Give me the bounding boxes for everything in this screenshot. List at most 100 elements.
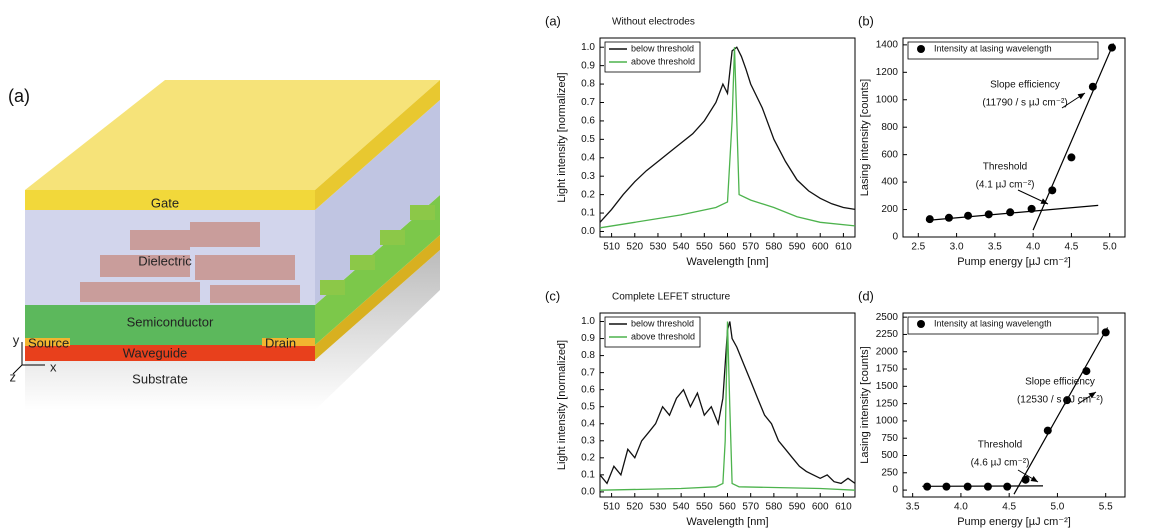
y-tick-label: 0.8 (581, 79, 595, 90)
x-tick-label: 560 (719, 502, 736, 513)
y-tick-label: 500 (881, 450, 898, 461)
data-point (925, 215, 934, 224)
x-tick-label: 510 (603, 502, 620, 513)
source-electrode (25, 338, 70, 346)
annotation: Slope efficiency (1025, 377, 1095, 388)
x-tick-label: 590 (789, 242, 806, 253)
y-tick-label: 0.4 (581, 418, 595, 429)
panel-label: (a) (8, 86, 30, 106)
x-tick-label: 610 (835, 502, 852, 513)
x-tick-label: 610 (835, 242, 852, 253)
x-axis-label: Pump energy [µJ cm⁻²] (957, 516, 1071, 528)
annotation-arrow (1077, 391, 1097, 405)
legend-label: below threshold (631, 43, 694, 53)
y-tick-label: 0.6 (581, 384, 595, 395)
x-tick-label: 3.0 (950, 242, 964, 253)
semiconductor-side (315, 195, 440, 345)
x-tick-label: 510 (603, 242, 620, 253)
data-point (1006, 208, 1015, 217)
annotation: Threshold (978, 440, 1022, 451)
x-tick-label: 2.5 (911, 242, 925, 253)
legend-label: above threshold (631, 56, 695, 66)
data-point (942, 482, 951, 491)
annotation: Threshold (983, 162, 1027, 173)
data-point (1101, 328, 1110, 337)
data-point (1027, 204, 1036, 213)
legend-box (907, 316, 1099, 335)
data-point (1003, 482, 1012, 491)
y-tick-label: 0.9 (581, 60, 595, 71)
side-crystals (320, 205, 435, 295)
data-point (944, 213, 953, 222)
crystals (80, 222, 300, 303)
layer-label: Waveguide (123, 345, 188, 360)
y-tick-label: 1200 (876, 67, 899, 78)
waveguide (25, 345, 315, 361)
x-tick-label: 560 (719, 242, 736, 253)
y-tick-label: 0.8 (581, 350, 595, 361)
y-tick-label: 0.0 (581, 487, 595, 498)
x-axis-label: Pump energy [µJ cm⁻²] (957, 256, 1071, 268)
y-tick-label: 250 (881, 467, 898, 478)
gate-top (25, 80, 440, 190)
y-tick-label: 0.3 (581, 171, 595, 182)
legend-label: above threshold (631, 331, 695, 341)
fit-line (1032, 43, 1115, 231)
panel-label: (a) (545, 13, 561, 28)
legend-label: Intensity at lasing wavelength (934, 318, 1052, 328)
axis-label: z (10, 369, 17, 384)
y-tick-label: 0.2 (581, 452, 595, 463)
y-tick-label: 2000 (876, 346, 899, 357)
x-tick-label: 4.0 (954, 502, 968, 513)
axis-label: y (13, 332, 20, 347)
waveguide-side (315, 235, 440, 360)
y-tick-label: 1.0 (581, 42, 595, 53)
x-tick-label: 3.5 (906, 502, 920, 513)
layer-label: Substrate (132, 371, 188, 386)
y-tick-label: 0.4 (581, 152, 595, 163)
axis-z (12, 364, 23, 375)
x-tick-label: 520 (626, 502, 643, 513)
data-point (984, 210, 993, 219)
panel-label: (d) (858, 288, 874, 303)
annotation-arrow (1061, 92, 1086, 109)
y-tick-label: 2250 (876, 329, 899, 340)
legend-marker (917, 45, 925, 53)
y-tick-label: 0.3 (581, 435, 595, 446)
y-tick-label: 1250 (876, 398, 899, 409)
x-tick-label: 580 (766, 242, 783, 253)
x-tick-label: 570 (742, 502, 759, 513)
data-point (1082, 367, 1091, 376)
data-point (1021, 475, 1030, 484)
chart-title: Without electrodes (612, 17, 695, 28)
plot-frame (902, 312, 1126, 498)
y-tick-label: 1000 (876, 94, 899, 105)
y-tick-label: 1000 (876, 416, 899, 427)
spectrum-line (599, 46, 856, 223)
dielectric-side (315, 100, 440, 305)
y-tick-label: 0 (892, 485, 898, 496)
y-tick-label: 750 (881, 433, 898, 444)
y-tick-label: 0.7 (581, 367, 595, 378)
data-point (1048, 186, 1057, 195)
gate (25, 190, 315, 210)
y-tick-label: 1500 (876, 381, 899, 392)
device-diagram: (a) Gate Dielectric Semiconductor Wavegu… (8, 80, 440, 410)
legend-box (604, 41, 701, 73)
y-tick-label: 0.1 (581, 208, 595, 219)
legend-label: Intensity at lasing wavelength (934, 43, 1052, 53)
x-tick-label: 5.0 (1050, 502, 1064, 513)
source-label: Source (28, 335, 69, 350)
y-tick-label: 0.5 (581, 401, 595, 412)
y-tick-label: 0.0 (581, 226, 595, 237)
annotation: (4.1 µJ cm⁻²) (976, 180, 1035, 191)
chart-title: Complete LEFET structure (612, 292, 731, 303)
substrate (25, 250, 440, 410)
x-tick-label: 520 (626, 242, 643, 253)
y-tick-label: 0.1 (581, 469, 595, 480)
x-tick-label: 3.5 (988, 242, 1002, 253)
x-axis-label: Wavelength [nm] (686, 256, 768, 268)
legend-label: below threshold (631, 318, 694, 328)
axis-label: x (50, 359, 57, 374)
y-tick-label: 0.5 (581, 134, 595, 145)
